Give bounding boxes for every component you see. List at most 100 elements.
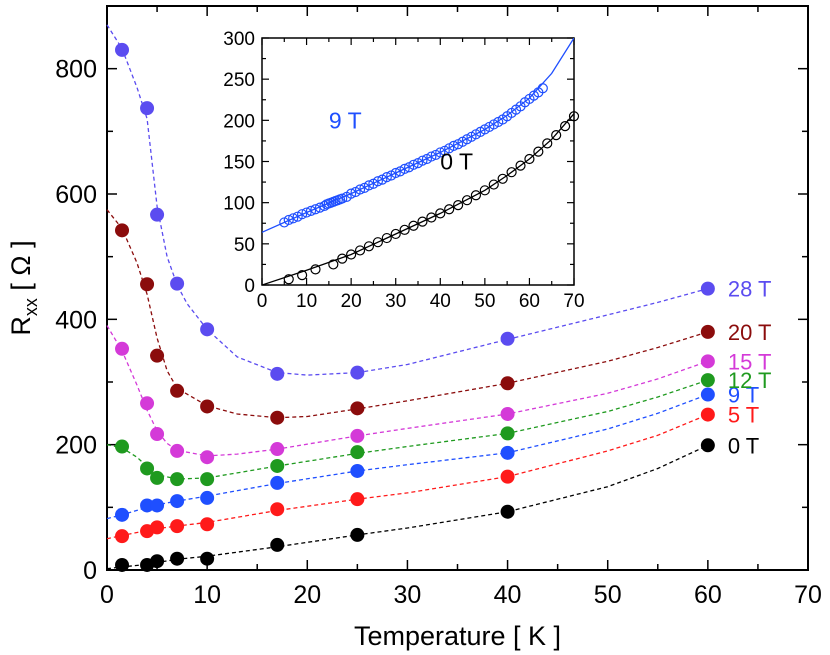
inset-background — [256, 22, 590, 311]
data-point-0t — [150, 554, 165, 569]
inset-data-point-0t — [444, 204, 455, 215]
data-point-20t — [270, 410, 285, 425]
inset-data-point-0t — [470, 190, 482, 201]
inset-x-tick-label: 0 — [257, 291, 268, 312]
data-point-20t — [500, 376, 515, 391]
x-tick-label: 40 — [494, 581, 522, 609]
inset-data-point-0t — [417, 216, 428, 227]
inset-data-point-0t — [524, 153, 535, 165]
data-point-12t — [150, 470, 165, 485]
inset-x-tick-label: 70 — [563, 291, 584, 312]
x-tick-label: 10 — [193, 581, 221, 609]
inset-data-point-0t — [479, 185, 490, 196]
data-point-15t — [115, 341, 130, 356]
y-axis-label: Rxx [ Ω ] — [6, 240, 41, 335]
inset-data-point-0t — [453, 200, 464, 211]
inset-y-tick-label: 250 — [223, 70, 255, 91]
data-point-12t — [115, 439, 130, 454]
inset-data-point-9t — [435, 147, 446, 158]
y-tick-label: 0 — [83, 557, 97, 585]
inset-data-point-0t — [461, 195, 473, 206]
data-point-20t — [200, 399, 215, 414]
inset-y-tick-label: 0 — [244, 276, 255, 297]
x-axis-label: Temperature [ K ] — [354, 621, 561, 651]
data-point-0t — [170, 551, 185, 566]
inset-data-point-0t — [346, 249, 357, 260]
inset-data-point-0t — [283, 274, 294, 285]
y-tick-label: 800 — [55, 56, 97, 84]
data-point-15t — [150, 427, 165, 442]
inset-data-point-0t — [435, 208, 446, 219]
x-tick-label: 60 — [694, 581, 722, 609]
inset-data-point-9t — [399, 163, 410, 175]
inset-x-tick-label: 30 — [385, 291, 406, 312]
inset-x-tick-label: 40 — [430, 291, 451, 312]
fit-curve-15t — [106, 325, 709, 457]
fit-curve-0t — [106, 444, 709, 570]
series-label-20t: 20 T — [728, 320, 772, 345]
x-tick-label: 0 — [100, 581, 114, 609]
x-tick-label: 30 — [394, 581, 422, 609]
inset-data-point-0t — [515, 160, 526, 171]
data-point-12t — [500, 426, 515, 441]
fit-curve-5t — [106, 413, 709, 540]
data-point-0t — [200, 551, 215, 566]
inset-data-point-0t — [497, 173, 508, 184]
inset-data-point-9t — [305, 205, 317, 216]
inset-series-label-0t: 0 T — [440, 149, 473, 175]
data-point-20t — [170, 383, 185, 398]
data-point-5t — [700, 407, 715, 422]
inset-data-point-9t — [346, 188, 357, 199]
data-point-20t — [350, 401, 365, 416]
data-point-12t — [270, 458, 285, 473]
data-point-15t — [170, 443, 185, 458]
data-point-5t — [170, 519, 185, 534]
data-point-15t — [140, 396, 155, 411]
series-label-0t: 0 T — [728, 433, 759, 458]
inset-data-point-0t — [533, 146, 544, 157]
data-point-0t — [500, 504, 515, 519]
inset-data-point-0t — [372, 237, 383, 248]
data-point-0t — [270, 537, 285, 552]
data-point-15t — [500, 406, 515, 421]
data-point-0t — [350, 527, 365, 542]
data-point-9t — [500, 445, 515, 460]
data-point-5t — [150, 520, 165, 535]
inset-data-point-9t — [354, 184, 366, 195]
data-point-15t — [270, 442, 285, 457]
inset-data-point-9t — [417, 155, 428, 166]
data-point-0t — [700, 438, 715, 453]
main-plot: 0 10 20 30 40 50 60 700200400600800Temperature … — [6, 5, 822, 651]
inset-data-point-0t — [354, 245, 366, 256]
data-point-5t — [350, 492, 365, 507]
data-point-28t — [140, 101, 155, 116]
inset-data-point-0t — [390, 228, 401, 240]
inset-data-point-0t — [559, 120, 571, 132]
inset-data-point-9t — [301, 207, 312, 218]
inset-data-point-0t — [297, 270, 308, 281]
inset-y-tick-label: 200 — [223, 111, 255, 132]
data-point-28t — [170, 276, 185, 291]
data-point-15t — [700, 354, 715, 369]
inset-plot: 0 10 20 30 40 50 60 70 0 50 100 150 200 250 300 9 T 0 T — [223, 22, 590, 312]
data-point-9t — [170, 494, 185, 509]
inset-data-point-9t — [297, 209, 308, 220]
inset-y-tick-label: 100 — [223, 194, 255, 215]
x-tick-label: 50 — [594, 581, 622, 609]
inset-data-point-9t — [381, 172, 392, 183]
inset-data-point-9t — [337, 193, 348, 204]
data-point-9t — [115, 507, 130, 522]
data-point-20t — [140, 277, 155, 292]
series-label-15t: 15 T — [728, 349, 772, 374]
inset-data-point-9t — [408, 159, 419, 170]
inset-y-tick-label: 300 — [223, 29, 255, 50]
data-point-15t — [350, 428, 365, 443]
data-point-9t — [700, 387, 715, 402]
inset-data-point-0t — [328, 259, 339, 270]
inset-data-point-0t — [551, 130, 562, 141]
data-point-9t — [140, 498, 155, 513]
data-point-5t — [115, 529, 130, 544]
inset-data-point-0t — [506, 167, 517, 178]
inset-data-point-0t — [542, 138, 553, 149]
